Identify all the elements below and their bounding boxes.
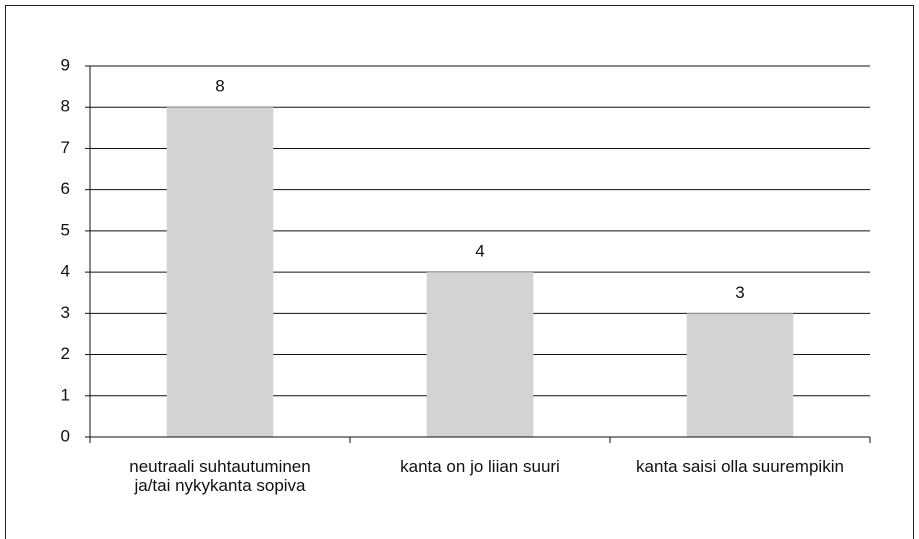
y-tick-label: 0	[61, 426, 70, 445]
y-tick-label: 1	[61, 385, 70, 404]
data-label: 3	[735, 283, 744, 302]
data-label: 8	[215, 77, 224, 96]
x-tick-label: neutraali suhtautuminen ja/tai nykykanta…	[129, 457, 311, 495]
y-tick-label: 3	[61, 303, 70, 322]
y-tick-label: 8	[61, 97, 70, 116]
y-tick-label: 9	[61, 55, 70, 74]
y-tick-label: 7	[61, 138, 70, 157]
data-label: 4	[475, 242, 484, 261]
y-tick-label: 5	[61, 220, 70, 239]
bar	[166, 107, 274, 437]
y-tick-label: 6	[61, 179, 70, 198]
bar	[686, 313, 794, 437]
x-tick-label: kanta on jo liian suuri	[400, 457, 560, 476]
y-tick-label: 2	[61, 344, 70, 363]
x-tick-label: kanta saisi olla suurempikin	[636, 457, 844, 476]
bar	[426, 272, 534, 437]
y-tick-label: 4	[61, 262, 70, 281]
frame	[5, 5, 914, 539]
